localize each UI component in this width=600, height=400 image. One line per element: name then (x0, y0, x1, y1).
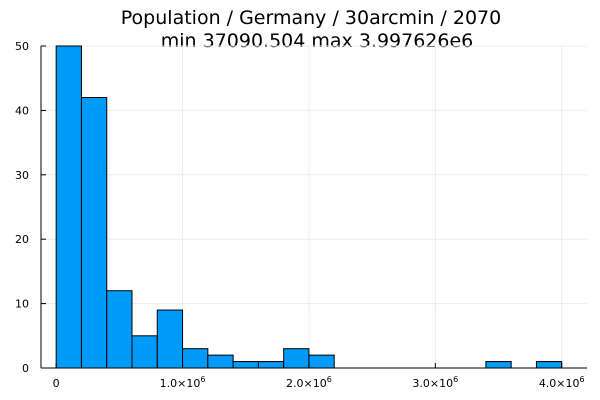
histogram-bar (106, 290, 133, 369)
x-tick-label: 4.0×106 (539, 375, 585, 390)
histogram-bar (308, 354, 335, 369)
histogram-bar (207, 354, 234, 369)
y-tick-label: 40 (15, 104, 29, 117)
histogram-bar (257, 361, 285, 369)
histogram-bar (55, 45, 82, 369)
y-tick-label: 50 (15, 40, 29, 53)
axes (40, 45, 587, 369)
y-tick-label: 10 (15, 298, 29, 311)
histogram-bar (131, 335, 158, 369)
chart-title-line1: Population / Germany / 30arcmin / 2070 (121, 7, 501, 29)
histogram-bar (182, 348, 209, 369)
y-tick-label: 30 (15, 169, 29, 182)
histogram-bar (232, 361, 259, 369)
tick-labels: 0 10 20 30 40 50 0 1.0×106 2.0×106 3.0×106 4.0×106 (15, 40, 585, 390)
y-tick-label: 0 (22, 362, 29, 375)
x-tick-label: 1.0×106 (160, 375, 206, 390)
histogram-bar (535, 361, 563, 369)
x-tick-label: 3.0×106 (412, 375, 458, 390)
x-tick-label: 0 (53, 377, 60, 390)
x-tick-label: 2.0×106 (286, 375, 332, 390)
y-tick-label: 20 (15, 233, 29, 246)
histogram-bar (80, 97, 108, 369)
chart-title-line2: min 37090.504 max 3.997626e6 (161, 30, 474, 52)
histogram-bar (283, 348, 310, 369)
histogram-bar (485, 361, 512, 369)
histogram-bar (156, 309, 184, 369)
